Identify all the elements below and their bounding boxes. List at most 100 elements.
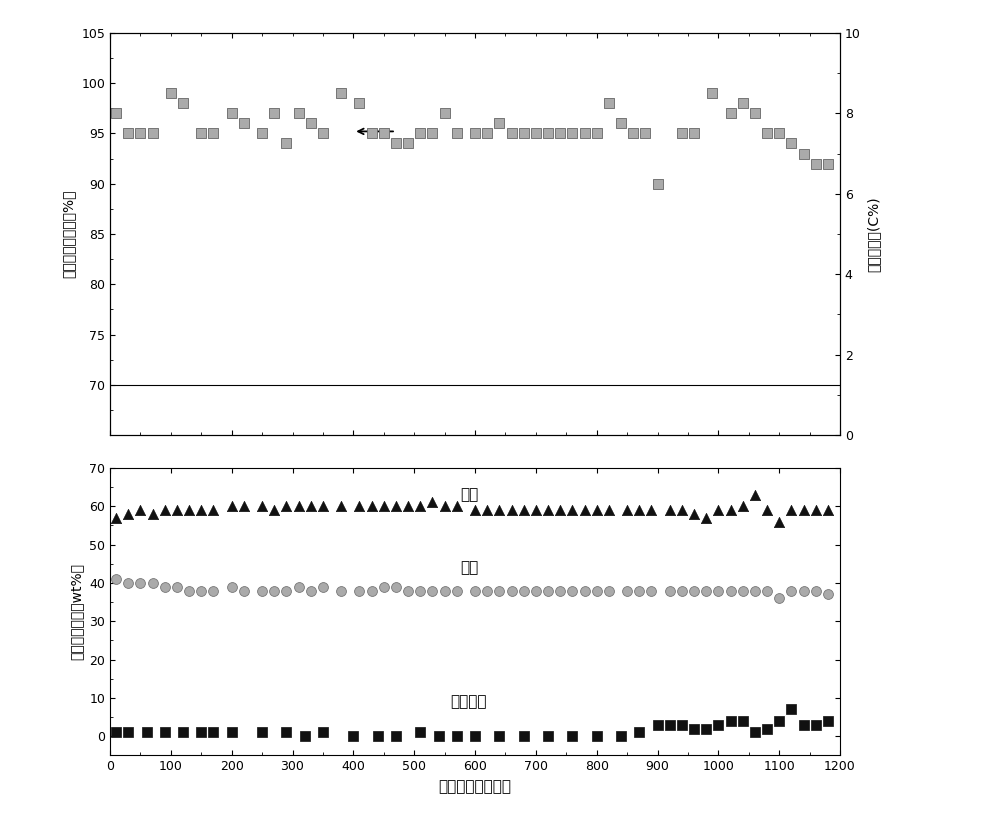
Point bbox=[674, 718, 690, 732]
Point bbox=[552, 126, 568, 140]
Point bbox=[254, 726, 270, 739]
Point bbox=[175, 726, 191, 739]
Text: 乙醒: 乙醒 bbox=[460, 488, 478, 502]
Point bbox=[254, 500, 270, 513]
Point bbox=[449, 500, 465, 513]
Point bbox=[205, 503, 221, 516]
Point bbox=[674, 584, 690, 597]
Point bbox=[266, 107, 282, 120]
Point bbox=[315, 500, 331, 513]
Point bbox=[820, 714, 836, 727]
Point bbox=[138, 726, 154, 739]
Point bbox=[437, 500, 453, 513]
Point bbox=[564, 584, 580, 597]
Point bbox=[467, 126, 483, 140]
Point bbox=[686, 722, 702, 735]
Point bbox=[491, 503, 507, 516]
Point bbox=[412, 126, 428, 140]
Point bbox=[108, 107, 124, 120]
Point bbox=[723, 503, 739, 516]
Point bbox=[108, 726, 124, 739]
Point bbox=[613, 730, 629, 743]
Point bbox=[424, 584, 440, 597]
Point bbox=[723, 584, 739, 597]
Point bbox=[723, 714, 739, 727]
Point bbox=[163, 86, 179, 99]
Point bbox=[759, 126, 775, 140]
Point bbox=[333, 86, 349, 99]
Point bbox=[437, 584, 453, 597]
Point bbox=[376, 126, 392, 140]
Point bbox=[540, 503, 556, 516]
Point bbox=[631, 584, 647, 597]
Point bbox=[351, 97, 367, 110]
Point bbox=[552, 584, 568, 597]
Point bbox=[400, 500, 416, 513]
Y-axis label: 烃类选择性(C%): 烃类选择性(C%) bbox=[866, 196, 880, 272]
Point bbox=[589, 126, 605, 140]
Point bbox=[771, 515, 787, 528]
Point bbox=[291, 107, 307, 120]
Point bbox=[686, 507, 702, 521]
Point bbox=[601, 503, 617, 516]
Point bbox=[516, 126, 532, 140]
Point bbox=[662, 718, 678, 732]
Point bbox=[108, 572, 124, 585]
Point bbox=[504, 584, 520, 597]
Point bbox=[278, 726, 294, 739]
Point bbox=[370, 730, 386, 743]
Point bbox=[193, 126, 209, 140]
Point bbox=[351, 500, 367, 513]
Point bbox=[808, 584, 824, 597]
Point bbox=[315, 126, 331, 140]
Point bbox=[808, 157, 824, 170]
Point bbox=[224, 726, 240, 739]
Point bbox=[723, 107, 739, 120]
Point bbox=[564, 503, 580, 516]
Point bbox=[424, 126, 440, 140]
Point bbox=[820, 157, 836, 170]
Point bbox=[297, 730, 313, 743]
Point bbox=[278, 584, 294, 597]
Point bbox=[303, 500, 319, 513]
Point bbox=[643, 503, 659, 516]
Point bbox=[504, 503, 520, 516]
Point bbox=[619, 503, 635, 516]
Point bbox=[625, 126, 641, 140]
Point bbox=[120, 126, 136, 140]
Point bbox=[364, 126, 380, 140]
Y-axis label: 液相产物分布（wt%）: 液相产物分布（wt%） bbox=[70, 563, 84, 660]
Point bbox=[820, 588, 836, 601]
Point bbox=[796, 147, 812, 160]
Point bbox=[528, 126, 544, 140]
Point bbox=[278, 500, 294, 513]
Point bbox=[783, 703, 799, 716]
Point bbox=[540, 584, 556, 597]
Point bbox=[303, 584, 319, 597]
Point bbox=[674, 503, 690, 516]
Point bbox=[771, 126, 787, 140]
Point bbox=[735, 714, 751, 727]
Point bbox=[120, 576, 136, 589]
Point bbox=[388, 500, 404, 513]
Point bbox=[783, 503, 799, 516]
Point bbox=[181, 503, 197, 516]
Point bbox=[266, 584, 282, 597]
Point bbox=[449, 584, 465, 597]
Point bbox=[315, 580, 331, 594]
Point bbox=[278, 137, 294, 150]
Point bbox=[516, 730, 532, 743]
Point bbox=[291, 500, 307, 513]
Point bbox=[157, 503, 173, 516]
Point bbox=[145, 576, 161, 589]
Point bbox=[424, 496, 440, 509]
Point bbox=[364, 584, 380, 597]
Point bbox=[576, 503, 592, 516]
Point bbox=[504, 126, 520, 140]
Point bbox=[412, 584, 428, 597]
Point bbox=[613, 117, 629, 130]
Point bbox=[388, 580, 404, 594]
Point bbox=[351, 584, 367, 597]
Point bbox=[576, 126, 592, 140]
Point bbox=[783, 137, 799, 150]
